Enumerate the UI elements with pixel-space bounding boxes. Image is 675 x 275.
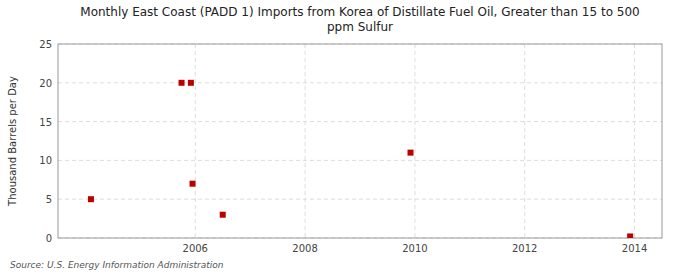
grid-line-x: [634, 44, 635, 238]
grid-line-y: [58, 121, 662, 122]
x-tick-label: 2014: [622, 243, 647, 254]
point: [220, 212, 226, 218]
title: Monthly East Coast (PADD 1) Imports from…: [80, 5, 639, 34]
grid-line-x: [195, 44, 196, 238]
grid-line-y: [58, 82, 662, 83]
y-tick-label: 15: [39, 117, 52, 128]
point: [190, 181, 196, 187]
y-tick-label: 20: [39, 78, 52, 89]
grid-line-x: [305, 44, 306, 238]
chart-svg: Monthly East Coast (PADD 1) Imports from…: [0, 0, 675, 275]
grid-line-x: [524, 44, 525, 238]
x-tick-label: 2012: [512, 243, 537, 254]
x-tick-label: 2006: [183, 243, 208, 254]
grid-line-y: [58, 199, 662, 200]
x-tick-label: 2010: [402, 243, 427, 254]
grid-line-x: [414, 44, 415, 238]
x-tick-label: 2008: [292, 243, 317, 254]
y-axis-label: Thousand Barrels per Day: [7, 76, 18, 207]
point: [179, 80, 185, 86]
source: Source: U.S. Energy Information Administ…: [10, 260, 224, 270]
points: [88, 80, 633, 238]
y-tick-label: 5: [46, 194, 52, 205]
point: [188, 80, 194, 86]
point: [408, 150, 414, 156]
point: [88, 196, 94, 202]
plot-frame: [58, 44, 662, 238]
grid: [58, 44, 662, 238]
y-tick-label: 10: [39, 155, 52, 166]
chart-container: Monthly East Coast (PADD 1) Imports from…: [0, 0, 675, 275]
y-tick-label: 25: [39, 39, 52, 50]
y-tick-label: 0: [46, 233, 52, 244]
grid-line-y: [58, 160, 662, 161]
point: [627, 233, 633, 238]
